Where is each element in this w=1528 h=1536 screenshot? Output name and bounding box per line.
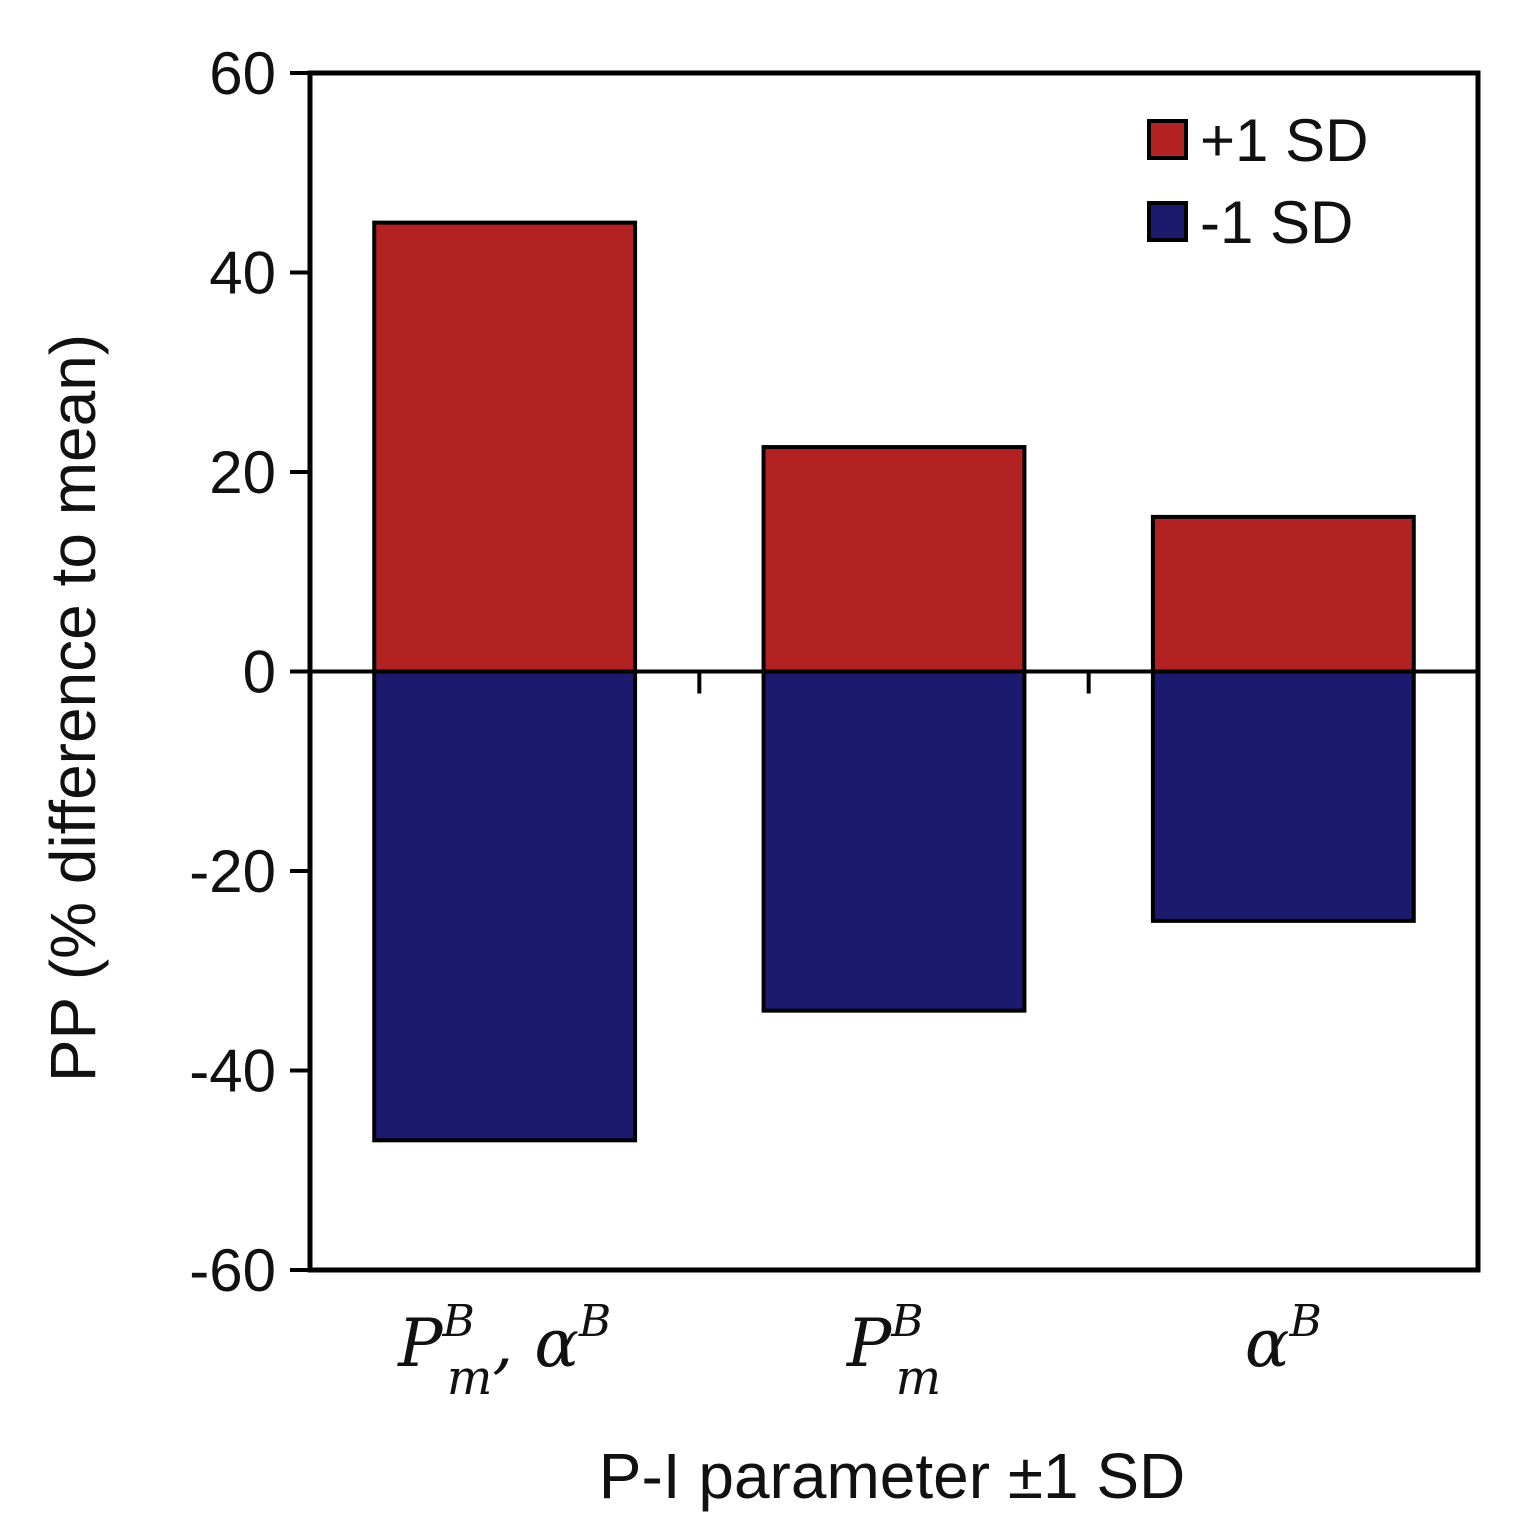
y-tick-label: 20: [209, 439, 276, 506]
y-tick-label: -20: [189, 838, 276, 905]
bar-series-0-cat-2: [1150, 514, 1416, 674]
y-tick-label: 0: [243, 639, 276, 706]
x-axis-ticks: [697, 671, 1091, 694]
category-label-0: PB m, αB: [397, 1296, 611, 1406]
legend-swatch-0: [1147, 119, 1188, 160]
legend-label-1: -1 SD: [1200, 189, 1353, 256]
y-tick-label: -60: [189, 1237, 276, 1304]
bar-series-1-cat-0: [372, 669, 638, 1143]
y-axis-ticks: 60 40 20 0 -20 -40 -60: [189, 40, 310, 1304]
bar-series-1-cat-2: [1150, 669, 1416, 923]
bars: [372, 220, 1416, 1143]
legend-swatch-1: [1147, 201, 1188, 242]
bar-series-0-cat-0: [372, 220, 638, 674]
y-tick-label: 40: [209, 240, 276, 307]
legend-label-0: +1 SD: [1200, 107, 1368, 174]
y-tick-label: 60: [209, 40, 276, 107]
y-axis-title: PP (% difference to mean): [37, 334, 109, 1082]
bar-series-1-cat-1: [761, 669, 1027, 1013]
category-label-2: αB: [1245, 1296, 1322, 1382]
bar-series-0-cat-1: [761, 445, 1027, 674]
x-axis-category-labels: PB m, αB PB m αB: [397, 1296, 1322, 1406]
x-axis-title: P-I parameter ±1 SD: [599, 1440, 1185, 1512]
y-tick-label: -40: [189, 1038, 276, 1105]
legend: +1 SD -1 SD: [1147, 107, 1368, 256]
category-label-1: PB m: [846, 1296, 941, 1406]
